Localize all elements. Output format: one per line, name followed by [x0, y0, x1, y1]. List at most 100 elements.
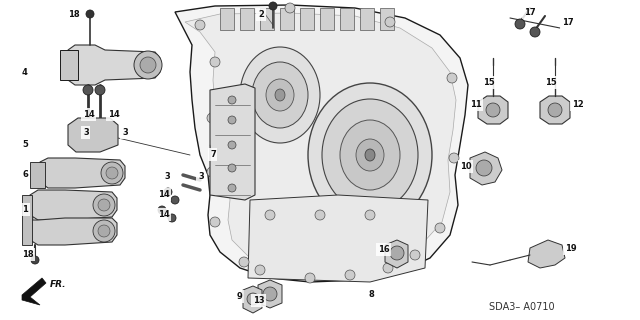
- Ellipse shape: [86, 10, 94, 18]
- Polygon shape: [340, 8, 354, 30]
- Ellipse shape: [134, 51, 162, 79]
- Text: 3: 3: [198, 172, 204, 181]
- Ellipse shape: [345, 270, 355, 280]
- Polygon shape: [260, 8, 274, 30]
- Text: 19: 19: [565, 244, 577, 253]
- Ellipse shape: [95, 85, 105, 95]
- Ellipse shape: [315, 210, 325, 220]
- Polygon shape: [185, 13, 456, 270]
- Ellipse shape: [305, 273, 315, 283]
- Polygon shape: [280, 8, 294, 30]
- Ellipse shape: [270, 198, 340, 278]
- Text: 8: 8: [368, 290, 374, 299]
- Text: 17: 17: [562, 18, 573, 27]
- Ellipse shape: [447, 73, 457, 83]
- Ellipse shape: [140, 57, 156, 73]
- Text: 13: 13: [253, 296, 264, 305]
- Ellipse shape: [410, 250, 420, 260]
- Bar: [60, 50, 78, 80]
- Text: 10: 10: [460, 162, 472, 171]
- Ellipse shape: [171, 196, 179, 204]
- Polygon shape: [540, 96, 570, 124]
- Ellipse shape: [356, 139, 384, 171]
- Polygon shape: [528, 240, 565, 268]
- Text: 4: 4: [22, 68, 28, 77]
- Ellipse shape: [207, 167, 217, 177]
- Polygon shape: [40, 158, 125, 188]
- Ellipse shape: [210, 217, 220, 227]
- Polygon shape: [478, 96, 508, 124]
- Text: 9: 9: [237, 292, 243, 301]
- Text: 18: 18: [68, 10, 79, 19]
- Ellipse shape: [476, 160, 492, 176]
- Text: 14: 14: [158, 190, 170, 199]
- Text: 6: 6: [22, 170, 28, 179]
- Polygon shape: [175, 5, 468, 282]
- Ellipse shape: [263, 287, 277, 301]
- Polygon shape: [300, 8, 314, 30]
- Text: 7: 7: [210, 150, 216, 159]
- Ellipse shape: [93, 220, 115, 242]
- Ellipse shape: [240, 47, 320, 143]
- Ellipse shape: [239, 257, 249, 267]
- Ellipse shape: [228, 96, 236, 104]
- Polygon shape: [30, 218, 117, 245]
- Ellipse shape: [210, 57, 220, 67]
- Text: 2: 2: [258, 10, 264, 19]
- Polygon shape: [220, 8, 234, 30]
- Ellipse shape: [308, 83, 432, 227]
- Ellipse shape: [365, 210, 375, 220]
- Text: 3: 3: [83, 128, 89, 137]
- Polygon shape: [243, 286, 262, 313]
- Ellipse shape: [228, 164, 236, 172]
- Ellipse shape: [158, 206, 166, 214]
- Ellipse shape: [98, 225, 110, 237]
- Polygon shape: [385, 240, 408, 268]
- Ellipse shape: [548, 103, 562, 117]
- Text: SDA3– A0710: SDA3– A0710: [490, 302, 555, 312]
- Text: 3: 3: [164, 172, 170, 181]
- Polygon shape: [360, 8, 374, 30]
- Bar: [30, 162, 45, 188]
- Polygon shape: [68, 45, 160, 85]
- Text: FR.: FR.: [50, 280, 67, 289]
- Ellipse shape: [252, 62, 308, 128]
- Text: 15: 15: [545, 78, 557, 87]
- Ellipse shape: [207, 113, 217, 123]
- Polygon shape: [68, 118, 118, 152]
- Text: 11: 11: [470, 100, 482, 109]
- Ellipse shape: [266, 79, 294, 111]
- Ellipse shape: [228, 141, 236, 149]
- Ellipse shape: [106, 167, 118, 179]
- Text: 18: 18: [22, 250, 34, 259]
- Text: 5: 5: [22, 140, 28, 149]
- Ellipse shape: [283, 212, 327, 264]
- Ellipse shape: [255, 265, 265, 275]
- Ellipse shape: [486, 103, 500, 117]
- Ellipse shape: [269, 2, 277, 10]
- Polygon shape: [22, 278, 46, 305]
- Text: 14: 14: [158, 210, 170, 219]
- Ellipse shape: [295, 226, 315, 250]
- Ellipse shape: [322, 99, 418, 211]
- Polygon shape: [30, 190, 117, 220]
- Ellipse shape: [228, 116, 236, 124]
- Text: 16: 16: [378, 245, 390, 254]
- Text: 3: 3: [122, 128, 128, 137]
- Polygon shape: [320, 8, 334, 30]
- Ellipse shape: [101, 162, 123, 184]
- Text: 15: 15: [483, 78, 495, 87]
- Ellipse shape: [383, 263, 393, 273]
- Ellipse shape: [285, 3, 295, 13]
- Ellipse shape: [247, 293, 259, 305]
- Ellipse shape: [83, 85, 93, 95]
- Polygon shape: [380, 8, 394, 30]
- Ellipse shape: [31, 256, 39, 264]
- Ellipse shape: [365, 149, 375, 161]
- Ellipse shape: [168, 214, 176, 222]
- Ellipse shape: [385, 17, 395, 27]
- Ellipse shape: [265, 210, 275, 220]
- Text: 14: 14: [83, 110, 95, 119]
- Ellipse shape: [449, 153, 459, 163]
- Polygon shape: [248, 195, 428, 282]
